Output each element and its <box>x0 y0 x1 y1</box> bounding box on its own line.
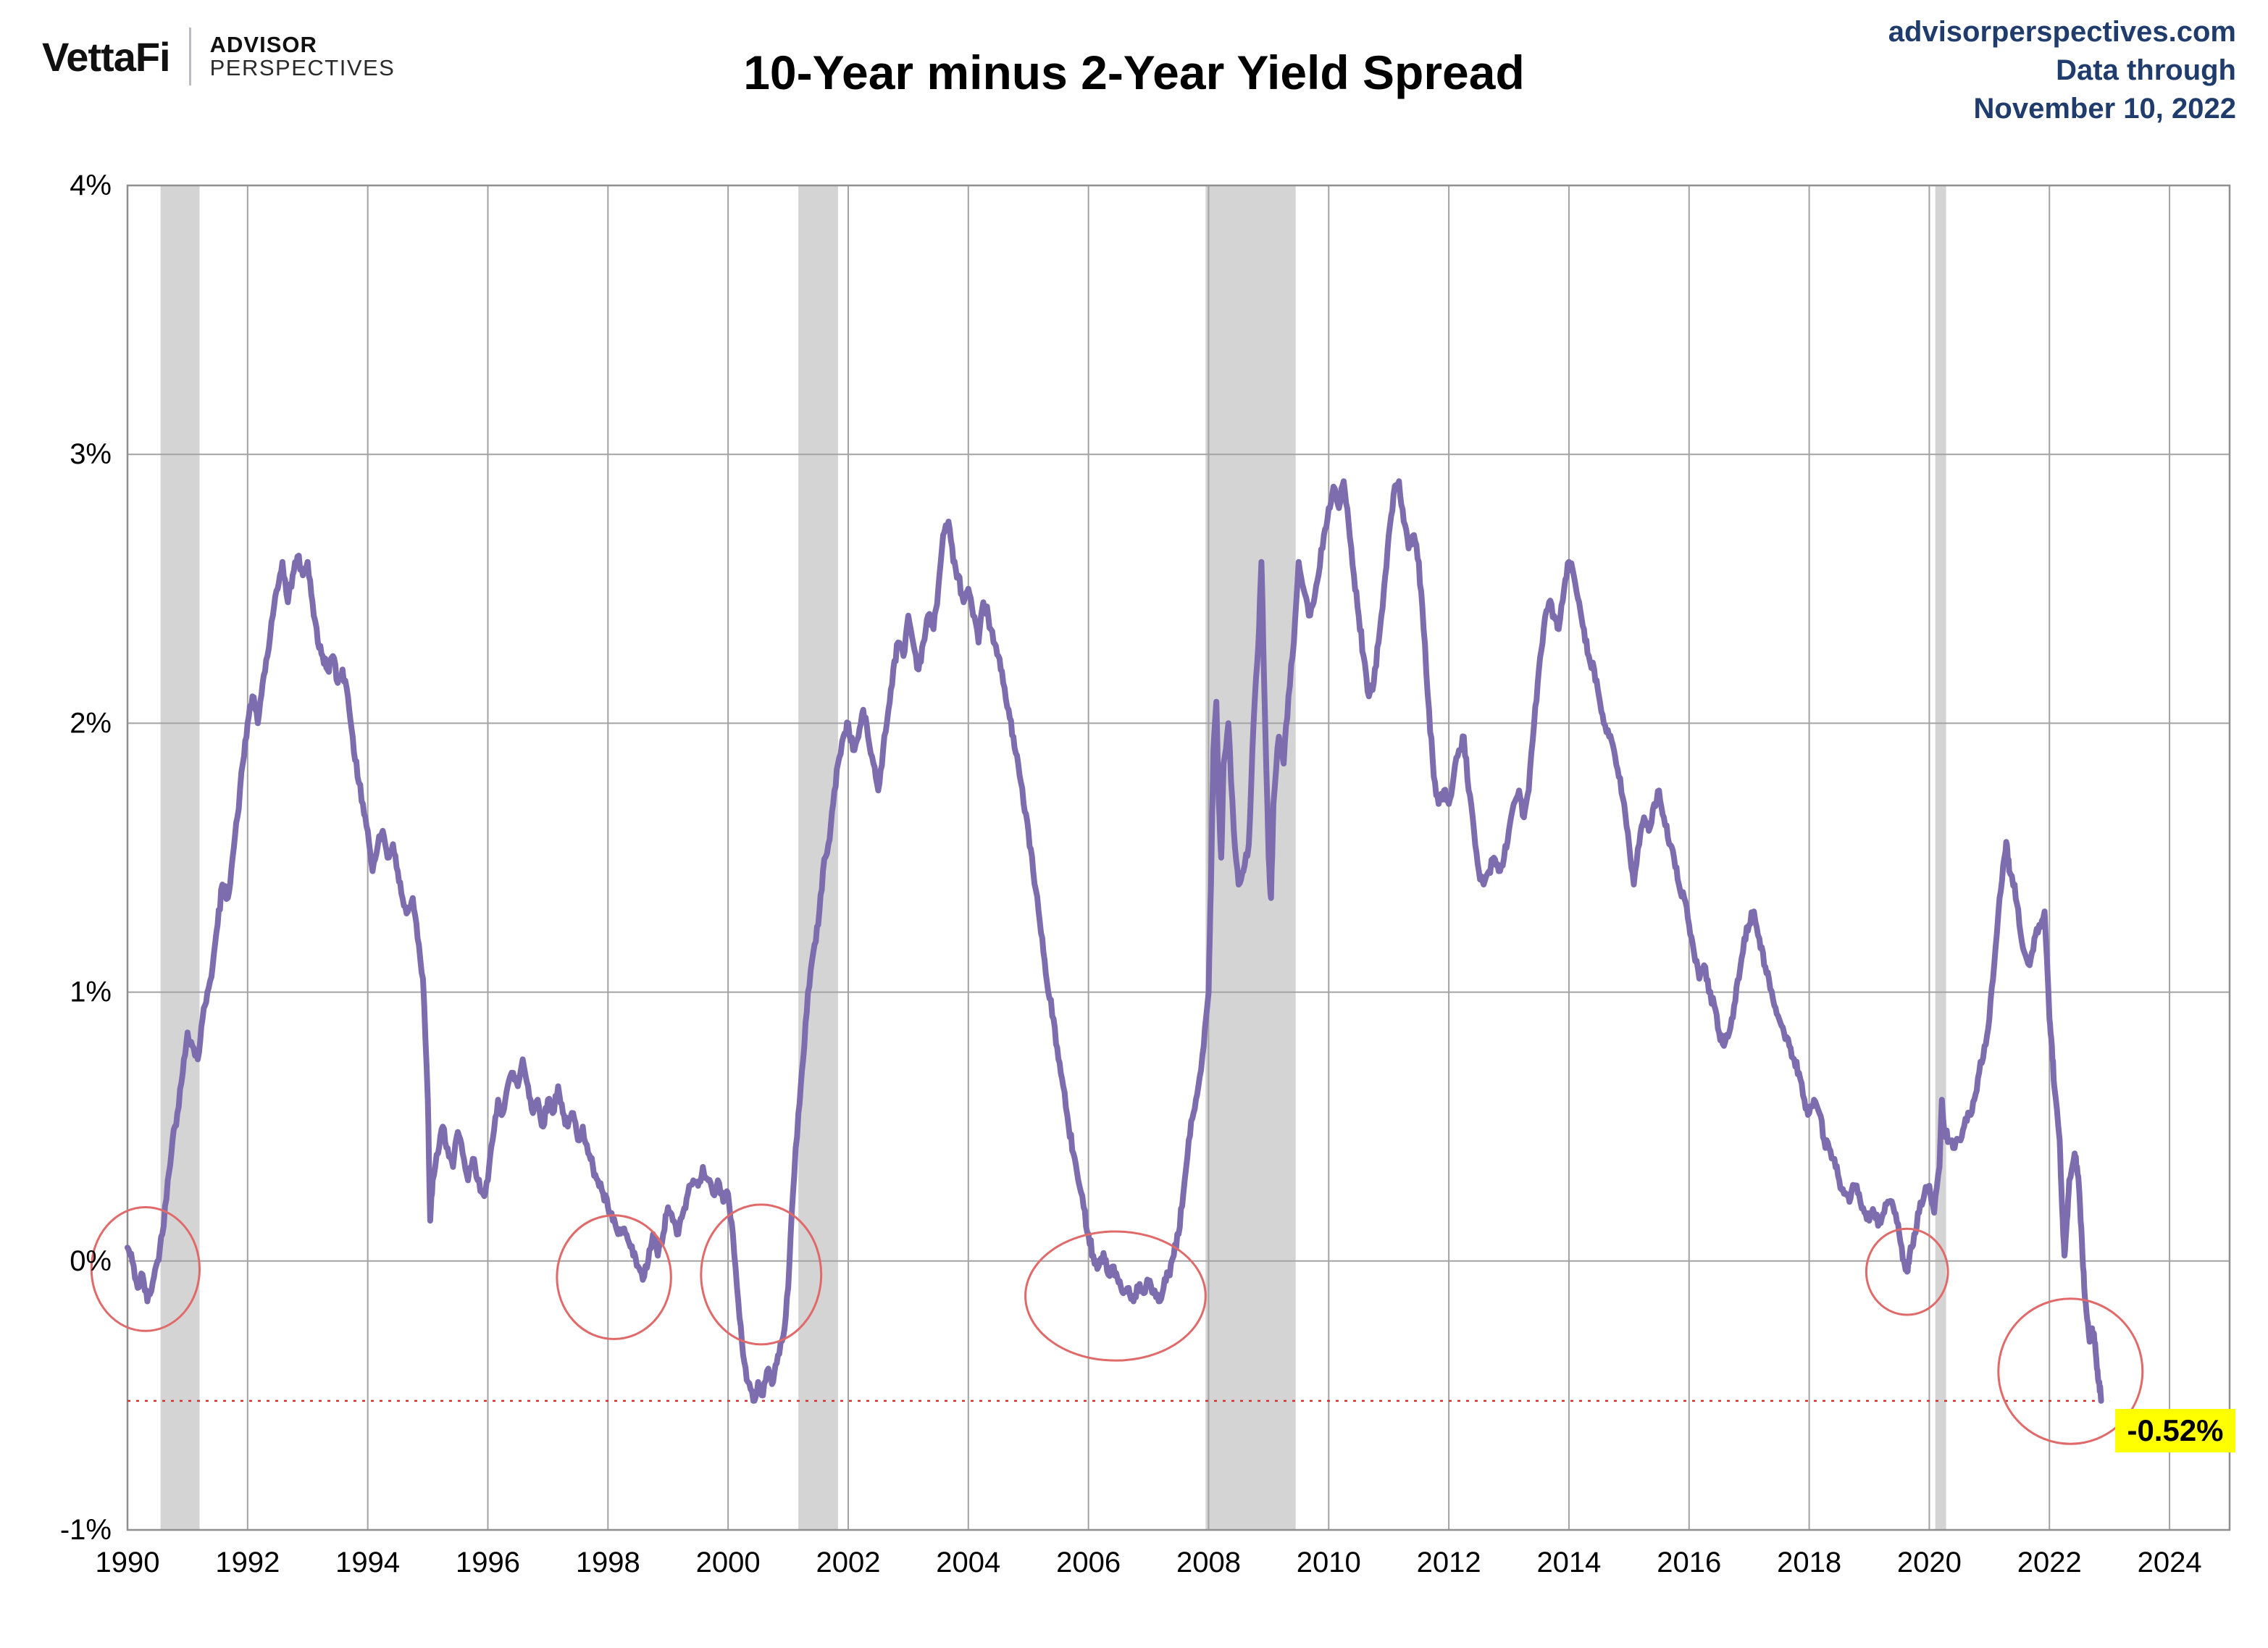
y-axis-tick-label: 4% <box>70 170 112 201</box>
inversion-circle-annotation <box>700 1203 823 1346</box>
x-axis-tick-label: 1994 <box>335 1547 400 1578</box>
x-axis-tick-label: 2004 <box>936 1547 1000 1578</box>
advisor-perspectives-logo-text: ADVISOR PERSPECTIVES <box>210 33 396 80</box>
latest-value-callout: -0.52% <box>2115 1408 2235 1452</box>
x-axis-tick-label: 2018 <box>1777 1547 1841 1578</box>
logo-advisor-line: ADVISOR <box>209 31 317 57</box>
source-site-text: advisorperspectives.com <box>1888 16 2236 48</box>
vettafi-logo-text: VettaFi <box>42 33 171 80</box>
x-axis-tick-label: 2002 <box>816 1547 880 1578</box>
x-axis-tick-label: 2022 <box>2017 1547 2082 1578</box>
x-axis-tick-label: 2020 <box>1897 1547 1962 1578</box>
data-through-date: November 10, 2022 <box>1973 92 2236 125</box>
yield-spread-line <box>125 478 2104 1404</box>
x-axis-tick-label: 2006 <box>1056 1547 1121 1578</box>
y-axis-tick-label: 3% <box>70 438 112 470</box>
y-axis-tick-label: 0% <box>70 1245 112 1277</box>
plot-frame <box>126 184 2231 1531</box>
x-axis-tick-label: 1992 <box>215 1547 280 1578</box>
x-axis-tick-label: 2010 <box>1297 1547 1361 1578</box>
logo-perspectives-line: PERSPECTIVES <box>209 55 396 80</box>
recession-band <box>798 185 838 1530</box>
x-axis-tick-label: 2014 <box>1536 1547 1601 1578</box>
inversion-circle-annotation <box>1024 1230 1207 1362</box>
y-axis-tick-label: -1% <box>60 1514 112 1546</box>
inversion-circle-annotation <box>1997 1297 2144 1445</box>
x-axis-tick-label: 2016 <box>1657 1547 1721 1578</box>
logo-divider <box>188 28 191 85</box>
y-axis-tick-label: 1% <box>70 976 112 1008</box>
inversion-circle-annotation <box>90 1206 201 1332</box>
inversion-circle-annotation <box>1865 1227 1949 1316</box>
y-axis-tick-label: 2% <box>70 707 112 739</box>
recession-band <box>1935 185 1946 1530</box>
x-axis-tick-label: 2008 <box>1176 1547 1241 1578</box>
page-title: 10-Year minus 2-Year Yield Spread <box>743 46 1525 99</box>
recession-band <box>160 185 200 1530</box>
x-axis-tick-label: 2012 <box>1417 1547 1481 1578</box>
x-axis-tick-label: 2024 <box>2138 1547 2202 1578</box>
x-axis-tick-label: 1996 <box>456 1547 520 1578</box>
x-axis-tick-label: 1990 <box>96 1547 160 1578</box>
x-axis-tick-label: 2000 <box>696 1547 761 1578</box>
x-axis-tick-label: 1998 <box>576 1547 640 1578</box>
source-block: advisorperspectives.com Data through Nov… <box>1888 13 2236 127</box>
data-through-label: Data through <box>2056 54 2236 86</box>
vettafi-advisor-perspectives-logo: VettaFi ADVISOR PERSPECTIVES <box>42 28 395 85</box>
inversion-circle-annotation <box>556 1214 672 1340</box>
